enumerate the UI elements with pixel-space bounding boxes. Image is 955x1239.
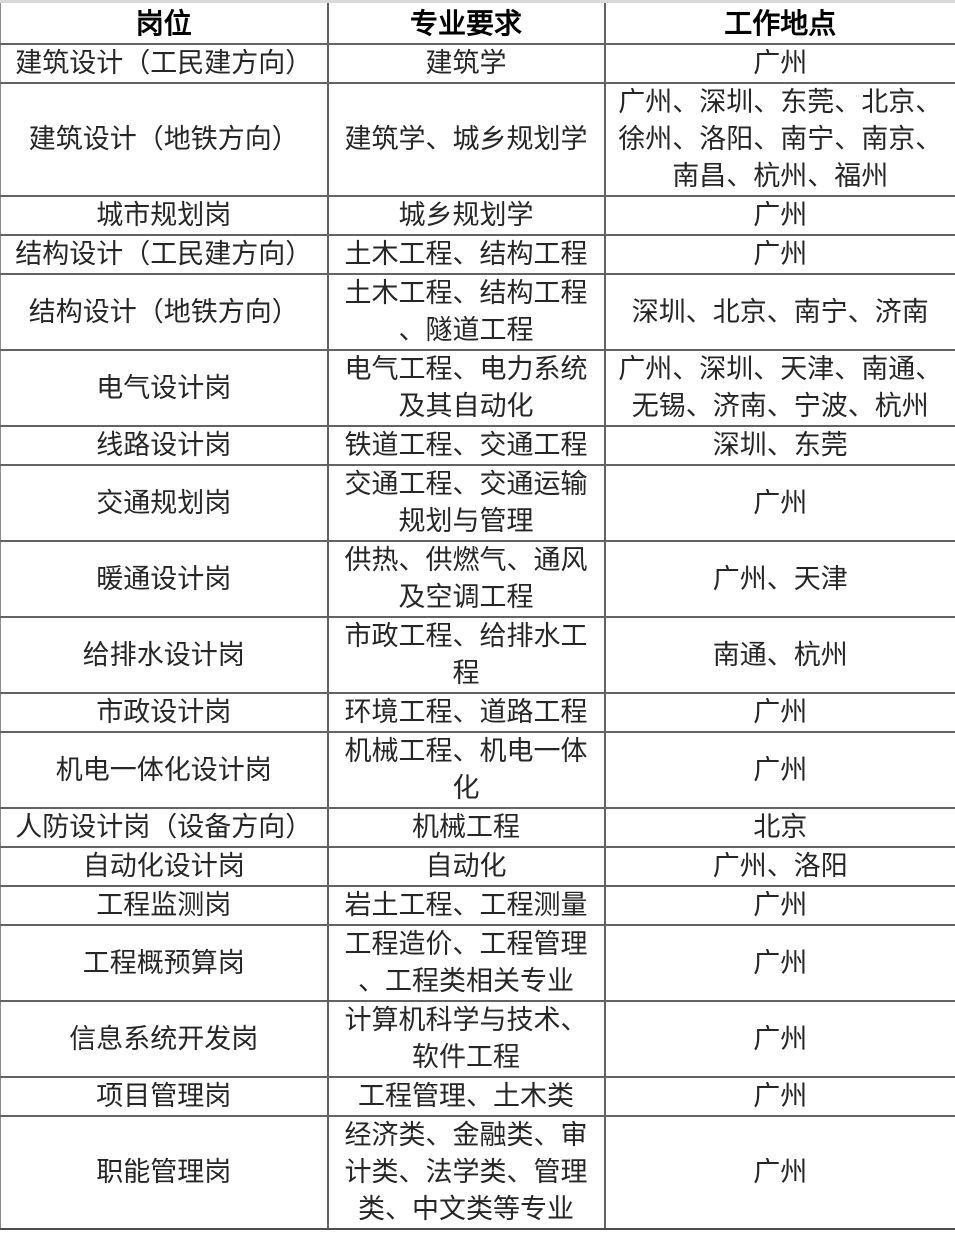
cell-position: 市政设计岗 xyxy=(0,692,329,733)
table-row: 结构设计（工民建方向） 土木工程、结构工程 广州 xyxy=(0,234,955,275)
cell-major: 工程造价、工程管理 、工程类相关专业 xyxy=(326,924,606,1002)
cell-major: 建筑学、城乡规划学 xyxy=(326,82,606,197)
cell-major: 计算机科学与技术、 软件工程 xyxy=(326,1000,606,1078)
cell-location: 广州、天津 xyxy=(603,540,955,618)
job-table-body: 建筑设计（工民建方向） 建筑学 广州 建筑设计（地铁方向） 建筑学、城乡规划学 广州、深圳… xyxy=(0,43,955,1230)
cell-location: 广州 xyxy=(603,924,955,1002)
column-header-major: 专业要求 xyxy=(326,0,606,45)
cell-major: 环境工程、道路工程 xyxy=(326,692,606,733)
cell-location: 广州 xyxy=(603,464,955,542)
cell-location: 广州 xyxy=(603,195,955,236)
cell-major: 自动化 xyxy=(326,846,606,887)
cell-position: 线路设计岗 xyxy=(0,425,329,466)
cell-location: 广州、洛阳 xyxy=(603,846,955,887)
cell-location: 广州、深圳、天津、南通、 无锡、济南、宁波、杭州 xyxy=(603,349,955,427)
table-row: 机电一体化设计岗 机械工程、机电一体 化广州 xyxy=(0,731,955,809)
table-row: 人防设计岗（设备方向） 机械工程 北京 xyxy=(0,807,955,848)
cell-location: 深圳、北京、南宁、济南 xyxy=(603,273,955,351)
cell-position: 机电一体化设计岗 xyxy=(0,731,329,809)
job-table-header: 岗位 专业要求 工作地点 xyxy=(0,0,955,45)
cell-location: 广州 xyxy=(603,234,955,275)
cell-position: 职能管理岗 xyxy=(0,1115,329,1230)
table-row: 结构设计（地铁方向） 土木工程、结构工程 、隧道工程 深圳、北京、南宁、济南 xyxy=(0,273,955,351)
cell-position: 自动化设计岗 xyxy=(0,846,329,887)
table-row: 工程概预算岗 工程造价、工程管理 、工程类相关专业 广州 xyxy=(0,924,955,1002)
table-row: 线路设计岗 铁道工程、交通工程 深圳、东莞 xyxy=(0,425,955,466)
cell-major: 市政工程、给排水工 程 xyxy=(326,616,606,694)
cell-location: 深圳、东莞 xyxy=(603,425,955,466)
cell-position: 建筑设计（地铁方向） xyxy=(0,82,329,197)
cell-major: 机械工程 xyxy=(326,807,606,848)
cell-location: 广州 xyxy=(603,885,955,926)
table-row: 交通规划岗 交通工程、交通运输 规划与管理 广州 xyxy=(0,464,955,542)
cell-major: 工程管理、土木类 xyxy=(326,1076,606,1117)
cell-major: 城乡规划学 xyxy=(326,195,606,236)
cell-position: 交通规划岗 xyxy=(0,464,329,542)
cell-location: 广州 xyxy=(603,1000,955,1078)
cell-position: 电气设计岗 xyxy=(0,349,329,427)
cell-position: 工程概预算岗 xyxy=(0,924,329,1002)
cell-location: 广州 xyxy=(603,731,955,809)
cell-position: 工程监测岗 xyxy=(0,885,329,926)
cell-position: 建筑设计（工民建方向） xyxy=(0,43,329,84)
cell-location: 北京 xyxy=(603,807,955,848)
table-row: 给排水设计岗 市政工程、给排水工 程南通、杭州 xyxy=(0,616,955,694)
table-row: 信息系统开发岗 计算机科学与技术、 软件工程 广州 xyxy=(0,1000,955,1078)
cell-location: 广州 xyxy=(603,1076,955,1117)
cell-location: 广州 xyxy=(603,43,955,84)
cell-major: 土木工程、结构工程 、隧道工程 xyxy=(326,273,606,351)
cell-major: 供热、供燃气、通风 及空调工程 xyxy=(326,540,606,618)
cell-position: 人防设计岗（设备方向） xyxy=(0,807,329,848)
cell-major: 交通工程、交通运输 规划与管理 xyxy=(326,464,606,542)
cell-major: 经济类、金融类、审 计类、法学类、管理 类、中文类等专业 xyxy=(326,1115,606,1230)
cell-major: 岩土工程、工程测量 xyxy=(326,885,606,926)
column-header-position: 岗位 xyxy=(0,0,329,45)
table-row: 电气设计岗 电气工程、电力系统 及其自动化 广州、深圳、天津、南通、 无锡、济南、宁… xyxy=(0,349,955,427)
column-header-location: 工作地点 xyxy=(603,0,955,45)
table-row: 项目管理岗 工程管理、土木类 广州 xyxy=(0,1076,955,1117)
cell-position: 信息系统开发岗 xyxy=(0,1000,329,1078)
cell-major: 电气工程、电力系统 及其自动化 xyxy=(326,349,606,427)
header-row: 岗位 专业要求 工作地点 xyxy=(0,0,955,45)
cell-position: 结构设计（地铁方向） xyxy=(0,273,329,351)
table-row: 职能管理岗 经济类、金融类、审 计类、法学类、管理 类、中文类等专业 广州 xyxy=(0,1115,955,1230)
cell-location: 广州 xyxy=(603,1115,955,1230)
cell-location: 广州、深圳、东莞、北京、 徐州、洛阳、南宁、南京、 南昌、杭州、福州 xyxy=(603,82,955,197)
cell-major: 机械工程、机电一体 化 xyxy=(326,731,606,809)
cell-position: 给排水设计岗 xyxy=(0,616,329,694)
table-row: 暖通设计岗 供热、供燃气、通风 及空调工程 广州、天津 xyxy=(0,540,955,618)
cell-position: 结构设计（工民建方向） xyxy=(0,234,329,275)
table-row: 市政设计岗 环境工程、道路工程 广州 xyxy=(0,692,955,733)
table-row: 建筑设计（地铁方向） 建筑学、城乡规划学 广州、深圳、东莞、北京、 徐州、洛阳、南宁… xyxy=(0,82,955,197)
cell-position: 项目管理岗 xyxy=(0,1076,329,1117)
cell-position: 城市规划岗 xyxy=(0,195,329,236)
table-row: 城市规划岗 城乡规划学 广州 xyxy=(0,195,955,236)
table-row: 建筑设计（工民建方向） 建筑学 广州 xyxy=(0,43,955,84)
table-row: 工程监测岗 岩土工程、工程测量 广州 xyxy=(0,885,955,926)
table-row: 自动化设计岗 自动化 广州、洛阳 xyxy=(0,846,955,887)
cell-location: 广州 xyxy=(603,692,955,733)
cell-major: 铁道工程、交通工程 xyxy=(326,425,606,466)
cell-major: 土木工程、结构工程 xyxy=(326,234,606,275)
cell-position: 暖通设计岗 xyxy=(0,540,329,618)
cell-location: 南通、杭州 xyxy=(603,616,955,694)
cell-major: 建筑学 xyxy=(326,43,606,84)
